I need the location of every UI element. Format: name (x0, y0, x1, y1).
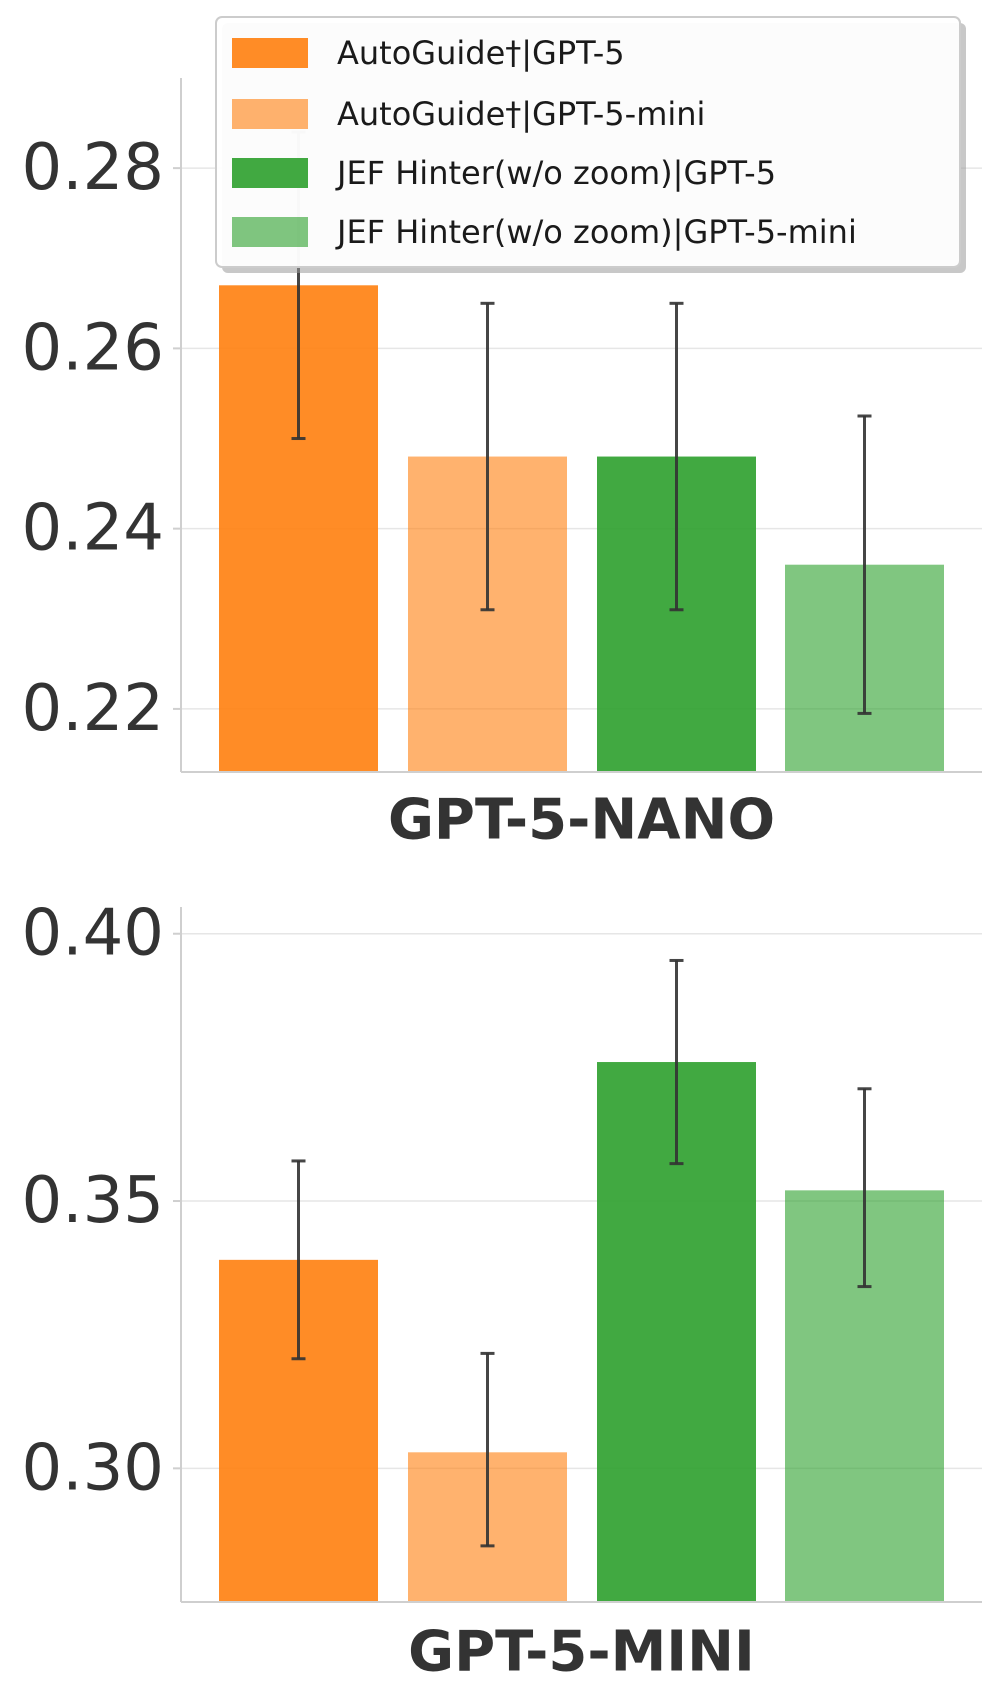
legend: AutoGuide†|GPT-5 AutoGuide†|GPT-5-mini JEF… (215, 16, 966, 273)
legend-swatch (232, 217, 308, 247)
chart-panel-2: 0.30 0.35 0.40 GPT-5-MINI (22, 897, 982, 1685)
legend-swatch (232, 99, 308, 129)
error-bar-4 (857, 414, 872, 715)
error-bar-4 (857, 1087, 872, 1289)
legend-item-2: AutoGuide†|GPT-5-mini (232, 95, 705, 133)
y-tick-label: 0.35 (22, 1164, 165, 1238)
legend-swatch (232, 38, 308, 68)
legend-item-3: JEF Hinter(w/o zoom)|GPT-5 (232, 154, 776, 192)
y-tick-label: 0.24 (22, 492, 165, 566)
legend-item-4: JEF Hinter(w/o zoom)|GPT-5-mini (232, 213, 857, 251)
error-bar-3 (669, 958, 684, 1166)
x-category-label: GPT-5-MINI (408, 1620, 755, 1685)
legend-label: AutoGuide†|GPT-5-mini (337, 95, 705, 133)
legend-label: AutoGuide†|GPT-5 (337, 34, 625, 72)
y-tick-label: 0.30 (22, 1431, 165, 1505)
y-tick-label: 0.26 (22, 311, 165, 385)
error-bar-3 (669, 301, 684, 612)
error-bar-2 (480, 1351, 495, 1548)
y-tick-label: 0.22 (22, 672, 165, 746)
legend-box (215, 16, 961, 268)
y-tick-label: 0.40 (22, 897, 165, 971)
legend-label: JEF Hinter(w/o zoom)|GPT-5 (335, 154, 776, 192)
y-tick-label: 0.28 (22, 131, 165, 205)
x-category-label: GPT-5-NANO (388, 788, 775, 853)
error-bar-1 (291, 1159, 306, 1361)
legend-label: JEF Hinter(w/o zoom)|GPT-5-mini (335, 213, 857, 251)
legend-swatch (232, 158, 308, 188)
error-bar-2 (480, 301, 495, 612)
chart-panel-1: 0.22 0.24 0.26 0.28 GPT-5-NANO (22, 78, 982, 853)
legend-item-1: AutoGuide†|GPT-5 (232, 34, 625, 72)
